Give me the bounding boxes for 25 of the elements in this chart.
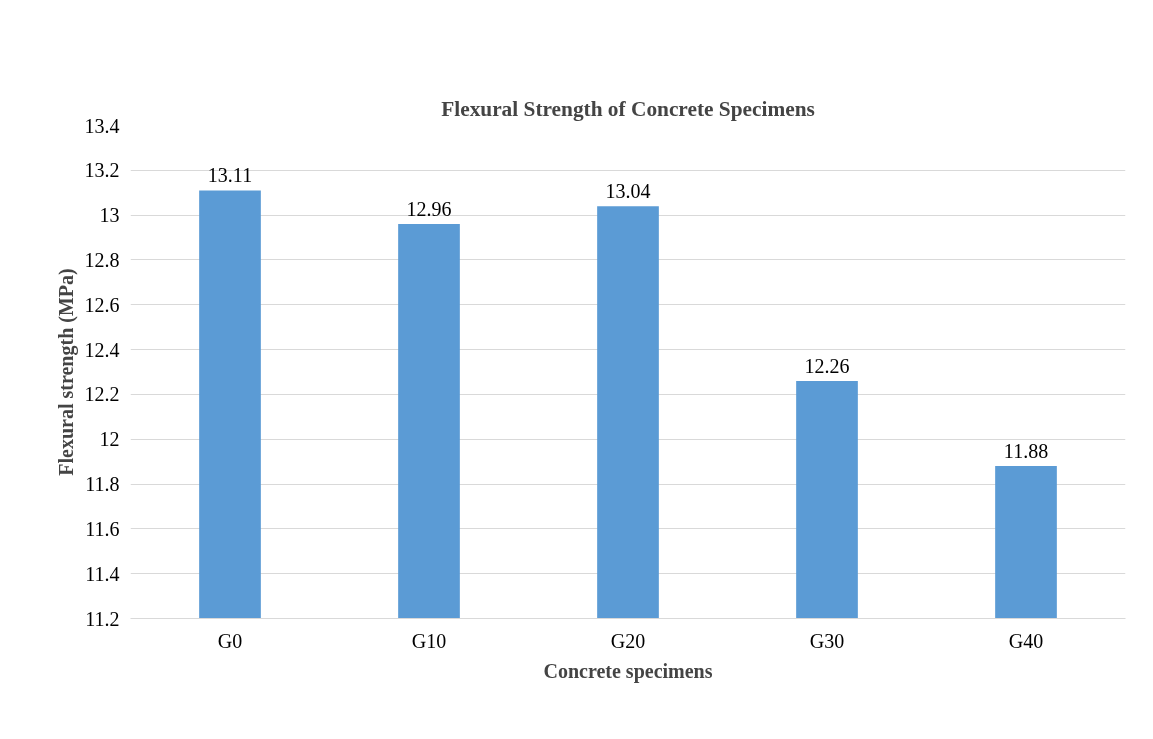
data-label: 11.88 [1003,440,1049,463]
y-tick-label: 13 [99,204,120,227]
y-tick-label: 11.6 [85,517,120,540]
data-label: 12.26 [804,354,850,377]
y-axis-title: Flexural strength (MPa) [54,268,78,476]
data-label: 13.11 [207,164,253,187]
y-tick-label: 12.8 [84,248,120,271]
x-tick-label: G40 [1008,629,1044,652]
x-tick-label: G30 [809,629,845,652]
x-tick-label: G20 [610,629,646,652]
y-tick-label: 12.4 [84,338,120,361]
data-label: 13.04 [605,180,651,203]
y-tick-label: 11.4 [85,562,120,585]
y-tick-label: 12.6 [84,293,120,316]
y-tick-label: 11.2 [85,607,120,630]
x-tick-label: G0 [217,629,243,652]
y-tick-label: 11.8 [85,473,120,496]
y-tick-label: 13.4 [84,114,120,137]
chart-title: Flexural Strength of Concrete Specimens [441,96,815,121]
x-tick-label: G10 [411,629,447,652]
y-tick-label: 13.2 [84,159,120,182]
y-tick-label: 12.2 [84,383,120,406]
data-label: 12.96 [406,198,452,221]
y-tick-label: 12 [99,428,120,451]
x-axis-title: Concrete specimens [543,659,713,683]
